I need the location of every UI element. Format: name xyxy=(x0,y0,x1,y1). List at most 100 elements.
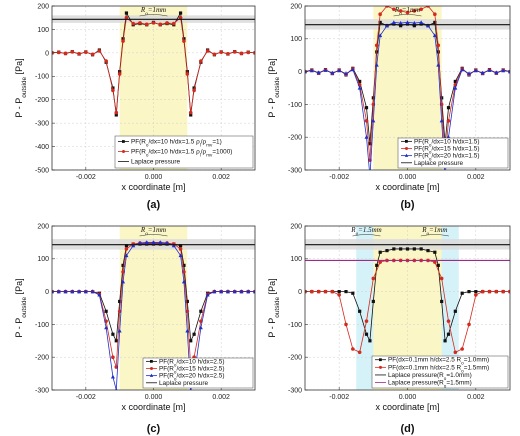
data-point xyxy=(189,113,193,117)
data-point xyxy=(111,88,115,93)
y-tick-label: 100 xyxy=(290,256,302,263)
data-point xyxy=(439,276,444,281)
y-tick-label: -400 xyxy=(35,144,49,151)
data-point xyxy=(374,43,379,48)
data-point xyxy=(368,174,372,178)
legend-entry: Laplace pressure xyxy=(159,380,208,387)
data-point xyxy=(337,293,341,297)
data-point xyxy=(199,59,203,63)
y-tick-label: -300 xyxy=(288,167,302,174)
legend-entry: PF(Ro/dx=20 h/dx=1.5) xyxy=(414,153,479,162)
data-point xyxy=(121,279,126,284)
x-tick-label: 0.000 xyxy=(145,174,163,181)
data-point xyxy=(56,289,61,294)
data-point xyxy=(357,350,362,355)
data-point xyxy=(83,289,88,294)
y-axis-label: P - Poutside [Pa] xyxy=(267,278,281,337)
data-point xyxy=(412,247,416,251)
data-point xyxy=(337,290,341,294)
y-tick-label: -300 xyxy=(35,387,49,394)
y-tick-label: -300 xyxy=(288,387,302,394)
chart-panel-a: -500 -400 -300 -200 -100 0 100 200 -0.002 0.000 0.… xyxy=(14,3,256,211)
data-point xyxy=(199,309,203,313)
data-point xyxy=(97,292,102,297)
legend-marker xyxy=(150,367,153,370)
annotation-bracket xyxy=(352,234,381,237)
legend-entry: Laplace pressure(Ro=1.0mm) xyxy=(388,372,472,381)
data-point xyxy=(494,70,499,75)
data-point xyxy=(124,11,129,15)
annotation-bracket xyxy=(393,14,422,17)
data-point xyxy=(253,289,255,294)
data-point xyxy=(453,350,458,355)
data-point xyxy=(378,250,382,254)
data-point xyxy=(460,347,464,351)
data-point xyxy=(501,68,506,73)
y-tick-label: 100 xyxy=(37,256,49,263)
data-point xyxy=(182,263,186,267)
data-point xyxy=(131,243,136,248)
legend-marker xyxy=(149,373,154,377)
data-point xyxy=(309,68,314,73)
data-point xyxy=(385,23,389,28)
data-point xyxy=(474,290,478,294)
data-point xyxy=(182,39,186,43)
data-point xyxy=(398,20,403,25)
y-tick-label: -200 xyxy=(288,355,302,362)
x-tick-label: 0.002 xyxy=(467,394,485,401)
data-point xyxy=(405,10,410,15)
annotation-bracket xyxy=(139,234,168,237)
x-tick-label: 0.002 xyxy=(467,174,485,181)
data-point xyxy=(371,299,375,304)
data-point xyxy=(316,70,321,75)
x-tick-label: -0.002 xyxy=(76,394,96,401)
data-point xyxy=(97,49,102,53)
data-point xyxy=(364,332,369,336)
data-point xyxy=(158,240,163,244)
data-point xyxy=(371,276,376,281)
legend-entry: Laplace pressure(Ro=1.5mm) xyxy=(388,380,472,389)
data-point xyxy=(378,12,382,16)
data-point xyxy=(358,309,362,313)
annotation-bracket xyxy=(139,14,168,17)
legend-entry: Laplace pressure xyxy=(131,159,180,166)
data-point xyxy=(467,290,471,294)
data-point xyxy=(392,7,396,12)
data-point xyxy=(426,249,430,253)
x-tick-label: -0.002 xyxy=(76,174,96,181)
data-point xyxy=(440,299,444,304)
data-point xyxy=(178,253,183,258)
data-point xyxy=(198,325,203,330)
data-point xyxy=(391,20,396,24)
data-point xyxy=(151,21,156,25)
data-point xyxy=(436,43,441,48)
data-point xyxy=(77,289,82,294)
panel-label: (d) xyxy=(400,423,414,435)
data-point xyxy=(436,62,441,67)
data-point xyxy=(239,51,244,56)
data-point xyxy=(246,289,251,294)
data-point xyxy=(188,110,193,115)
data-point xyxy=(371,118,376,123)
data-point xyxy=(121,263,125,267)
data-point xyxy=(121,39,125,43)
data-point xyxy=(487,289,492,294)
x-tick-label: 0.002 xyxy=(212,394,230,401)
data-point xyxy=(351,347,355,351)
data-point xyxy=(398,9,403,13)
chart-panel-b: -300 -200 -100 0 100 200 -0.002 0.000 0.002 x coo… xyxy=(267,3,511,211)
data-point xyxy=(364,135,369,139)
data-point xyxy=(124,247,129,251)
data-point xyxy=(378,260,382,264)
data-point xyxy=(144,240,149,244)
radius-annotation: Ro=1mm xyxy=(140,226,166,237)
data-point xyxy=(63,289,68,294)
y-tick-label: -100 xyxy=(35,74,49,81)
x-axis-label: x coordinate [m] xyxy=(121,402,185,412)
data-point xyxy=(84,50,88,54)
legend-marker xyxy=(379,358,382,362)
y-tick-label: 100 xyxy=(290,36,302,43)
x-tick-label: -0.002 xyxy=(329,394,349,401)
